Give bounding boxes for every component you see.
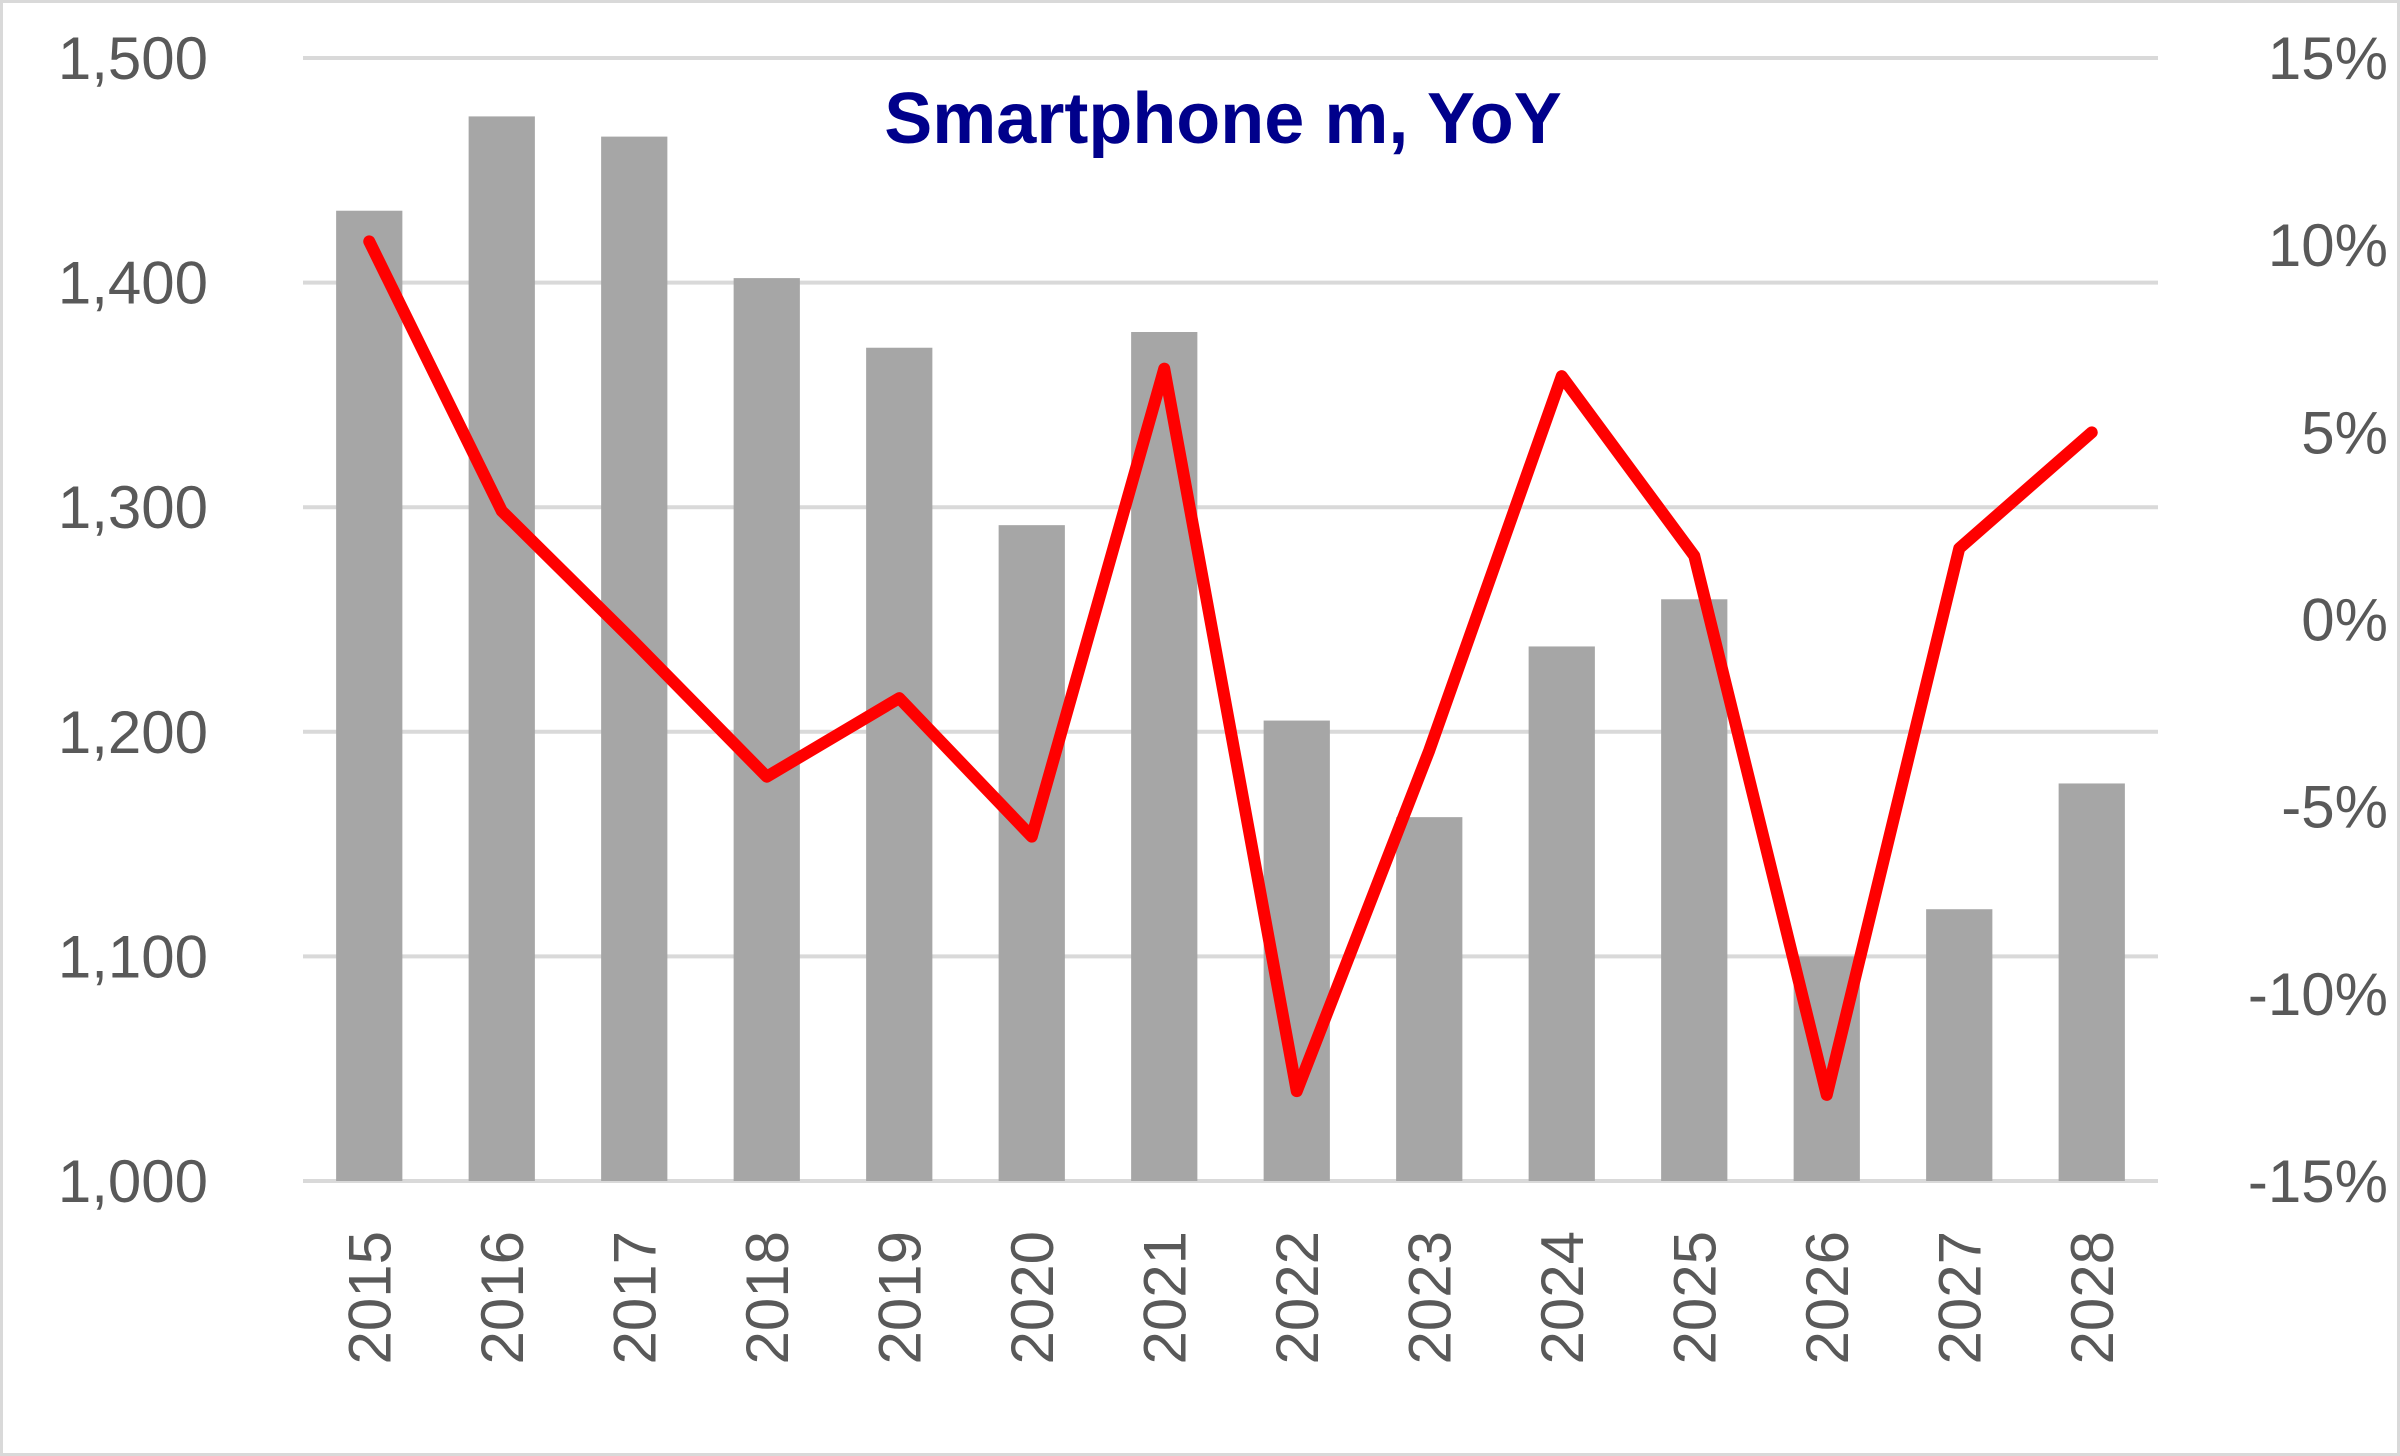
x-axis-ticks: 2015 2016 2017 2018 2019 2020 2021 2022 2023 2024… — [336, 1231, 2126, 1364]
x-axis-tick-label: 2027 — [1926, 1231, 1993, 1364]
left-axis-tick-label: 1,400 — [58, 250, 208, 317]
bar-2018 — [733, 278, 800, 1181]
x-axis-tick-label: 2016 — [469, 1231, 536, 1364]
yoy-point-2015 — [366, 238, 373, 245]
x-axis-tick-label: 2018 — [734, 1231, 801, 1364]
left-axis-tick-label: 1,000 — [58, 1148, 208, 1215]
yoy-point-2018 — [763, 773, 770, 780]
bar-2024 — [1528, 646, 1595, 1181]
right-axis-tick-label: 5% — [2301, 399, 2388, 466]
right-axis-tick-label: 15% — [2268, 25, 2388, 92]
bar-2019 — [866, 347, 933, 1181]
bar-2023 — [1396, 817, 1463, 1181]
left-axis-tick-label: 1,100 — [58, 923, 208, 990]
yoy-point-2026 — [1823, 1091, 1830, 1098]
right-axis-ticks: -15% -10% -5% 0% 5% 10% 15% — [2248, 25, 2388, 1215]
yoy-point-2024 — [1558, 373, 1565, 380]
yoy-point-2022 — [1293, 1088, 1300, 1095]
yoy-point-2017 — [631, 638, 638, 645]
right-axis-tick-label: -10% — [2248, 961, 2388, 1028]
left-axis-ticks: 1,000 1,100 1,200 1,300 1,400 1,500 — [58, 25, 208, 1215]
yoy-point-2027 — [1956, 545, 1963, 552]
x-axis-tick-label: 2019 — [866, 1231, 933, 1364]
x-axis-tick-label: 2015 — [336, 1231, 403, 1364]
x-axis-tick-label: 2017 — [601, 1231, 668, 1364]
yoy-point-2028 — [2088, 429, 2095, 436]
bar-2025 — [1661, 599, 1728, 1181]
bar-2016 — [468, 116, 535, 1181]
left-axis-tick-label: 1,500 — [58, 25, 208, 92]
x-axis-tick-label: 2023 — [1396, 1231, 1463, 1364]
yoy-line — [363, 235, 2098, 1101]
x-axis-tick-label: 2020 — [999, 1231, 1066, 1364]
chart-title: Smartphone m, YoY — [884, 79, 1561, 159]
x-axis-tick-label: 2025 — [1661, 1231, 1728, 1364]
yoy-point-2019 — [896, 695, 903, 702]
right-axis-tick-label: 0% — [2301, 587, 2388, 654]
left-axis-tick-label: 1,300 — [58, 474, 208, 541]
yoy-point-2025 — [1691, 552, 1698, 559]
bar-2015 — [336, 210, 403, 1181]
bar-2020 — [998, 525, 1065, 1181]
yoy-point-2016 — [498, 507, 505, 514]
left-axis-tick-label: 1,200 — [58, 699, 208, 766]
x-axis-tick-label: 2024 — [1529, 1231, 1596, 1364]
yoy-point-2021 — [1161, 365, 1168, 372]
right-axis-tick-label: 10% — [2268, 212, 2388, 279]
gridlines — [303, 56, 2158, 1183]
x-axis-tick-label: 2021 — [1131, 1231, 1198, 1364]
line-series — [363, 235, 2098, 1101]
x-axis-tick-label: 2026 — [1794, 1231, 1861, 1364]
yoy-point-2020 — [1028, 833, 1035, 840]
right-axis-tick-label: -15% — [2248, 1148, 2388, 1215]
bar-series — [336, 116, 2125, 1182]
yoy-point-2023 — [1426, 747, 1433, 754]
bar-2028 — [2058, 783, 2125, 1181]
x-axis-tick-label: 2022 — [1264, 1231, 1331, 1364]
bar-2027 — [1926, 909, 1993, 1181]
right-axis-tick-label: -5% — [2281, 774, 2388, 841]
x-axis-tick-label: 2028 — [2059, 1231, 2126, 1364]
